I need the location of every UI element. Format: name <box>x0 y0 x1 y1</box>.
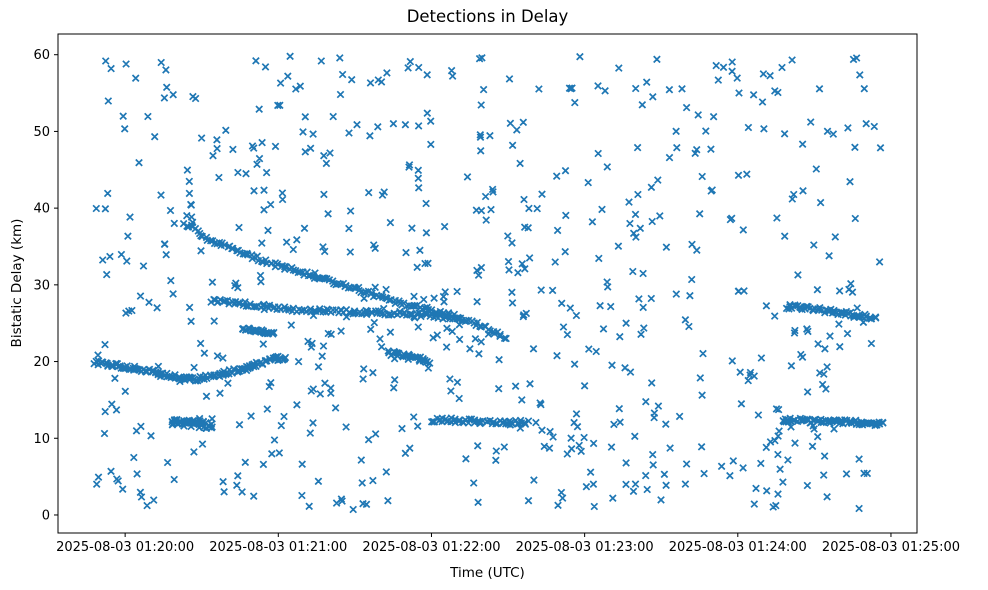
track-approach-valley-20km-points <box>90 352 290 385</box>
track-main-descent-38-to-23km-points <box>183 221 510 343</box>
x-tick-label: 2025-08-03 01:22:00 <box>362 540 500 555</box>
plot-frame <box>57 33 918 534</box>
y-tick-label: 50 <box>33 125 50 140</box>
track-short-24km-points <box>239 324 278 338</box>
y-tick-label: 10 <box>33 432 50 447</box>
clutter-points <box>92 52 885 514</box>
track-right-12km-points <box>779 414 887 430</box>
x-tick-label: 2025-08-03 01:23:00 <box>516 540 654 555</box>
track-short-21km-points <box>384 347 434 367</box>
track-low-12km-mid-points <box>427 414 530 429</box>
y-tick-label: 20 <box>33 355 50 370</box>
y-tick-label: 40 <box>33 202 50 217</box>
track-right-27km-points <box>782 300 880 323</box>
track-steep-entry-45km-points <box>183 166 197 227</box>
x-tick-label: 2025-08-03 01:20:00 <box>56 540 194 555</box>
x-axis-label: Time (UTC) <box>450 565 525 581</box>
x-tick-label: 2025-08-03 01:21:00 <box>209 540 347 555</box>
y-tick-label: 0 <box>42 508 50 523</box>
track-low-12km-early-points <box>168 415 216 433</box>
x-tick-label: 2025-08-03 01:25:00 <box>822 540 960 555</box>
track-slow-drift-28-to-25km-points <box>207 295 464 324</box>
x-tick-label: 2025-08-03 01:24:00 <box>669 540 807 555</box>
y-tick-label: 60 <box>33 48 50 63</box>
y-tick-label: 30 <box>33 278 50 293</box>
chart-title: Detections in Delay <box>406 7 569 26</box>
